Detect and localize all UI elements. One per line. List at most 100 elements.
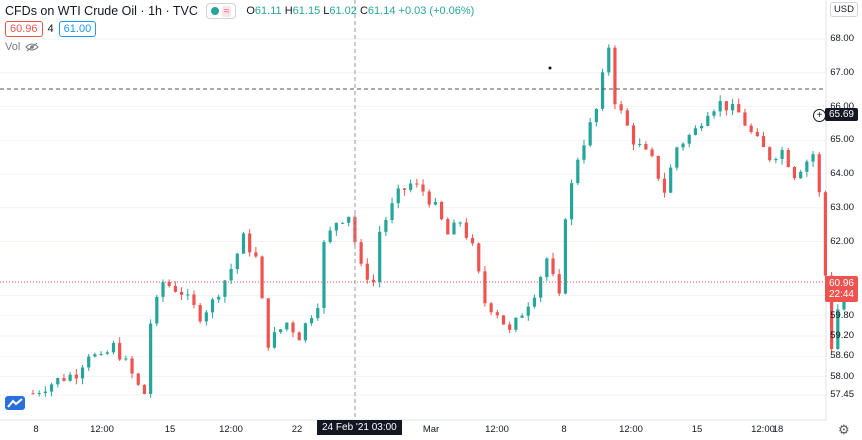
buy-button[interactable]: 61.00: [58, 21, 97, 37]
candle-body: [477, 243, 481, 272]
candle-body: [142, 384, 147, 394]
candle-body: [198, 304, 202, 322]
candle-body: [755, 131, 759, 137]
candle-body: [390, 203, 394, 220]
candle-body: [421, 184, 425, 192]
candle-body: [545, 258, 549, 278]
candle-body: [570, 183, 574, 220]
candle-body: [359, 242, 363, 264]
last-price-value: 60.96: [828, 278, 854, 289]
wave-icon[interactable]: ≈: [221, 5, 232, 17]
tradingview-logo-icon[interactable]: [5, 396, 25, 410]
candle-body: [638, 144, 642, 146]
price-axis-label: 68.00: [830, 33, 854, 44]
candle-body: [87, 356, 91, 368]
candle-body: [241, 233, 246, 254]
time-axis-label: 12:00: [219, 424, 243, 435]
candle-body: [607, 47, 611, 73]
candle-body: [805, 161, 809, 172]
change-value: +0.03 (+0.06%): [398, 5, 475, 17]
last-price-tag: 60.96 22:44: [824, 276, 858, 302]
candle-body: [718, 101, 722, 112]
crosshair-price-tag: 65.69: [824, 108, 858, 121]
symbol-title[interactable]: CFDs on WTI Crude Oil · 1h · TVC: [5, 4, 198, 18]
spread-value: 4: [47, 23, 54, 35]
candle-body: [625, 110, 629, 126]
candlestick-series: [31, 44, 846, 398]
candle-body: [501, 315, 506, 325]
candle-body: [427, 191, 431, 205]
crosshair-time-tag: 24 Feb '21 03:00: [317, 420, 402, 435]
candle-body: [260, 256, 264, 299]
candle-body: [235, 253, 239, 270]
candle-body: [761, 136, 766, 148]
candle-body: [786, 149, 790, 168]
price-axis-label: 63.00: [830, 201, 854, 213]
eye-icon[interactable]: [25, 42, 40, 52]
candle-body: [68, 374, 72, 381]
candle-body: [631, 125, 636, 145]
price-axis-label: 57.45: [830, 389, 854, 401]
candle-body: [706, 115, 710, 126]
price-axis-label: 59.80: [830, 309, 854, 321]
candle-body: [439, 201, 444, 220]
candle-body: [161, 282, 165, 297]
chart-overlays: [0, 0, 826, 420]
candle-body: [669, 167, 673, 193]
sell-button[interactable]: 60.96: [5, 21, 43, 37]
currency-label[interactable]: USD: [829, 2, 858, 17]
time-axis-label: 12:00: [485, 424, 509, 435]
legend-controls[interactable]: ≈: [205, 3, 237, 19]
candle-body: [204, 312, 208, 322]
candle-body: [700, 125, 704, 129]
candle-body: [43, 391, 47, 394]
cursor-dot: [548, 66, 552, 70]
candle-body: [49, 384, 54, 392]
price-axis-label: 59.20: [830, 330, 854, 341]
candle-body: [309, 318, 314, 324]
candle-body: [792, 167, 797, 179]
time-axis-label: Mar: [422, 424, 440, 435]
candle-body: [409, 183, 413, 190]
candle-body: [111, 342, 116, 353]
price-axis-label: 66.00: [830, 100, 854, 112]
candle-body: [780, 149, 784, 159]
price-axis-label: 58.00: [830, 370, 854, 382]
candle-body: [768, 147, 772, 161]
candle-body: [774, 158, 778, 161]
candle-body: [551, 258, 555, 275]
candle-body: [217, 296, 221, 300]
candle-body: [328, 230, 332, 243]
price-axis-label: 64.00: [830, 168, 854, 179]
candle-body: [681, 143, 685, 148]
candle-body: [402, 188, 407, 190]
candle-body: [105, 352, 109, 354]
candle-body: [124, 358, 128, 360]
candle-body: [396, 188, 400, 204]
candle-body: [557, 274, 561, 294]
volume-label: Vol: [5, 41, 21, 53]
candle-body: [693, 128, 698, 135]
high-value: 61.15: [292, 5, 321, 17]
candle-body: [495, 312, 499, 316]
price-axis-label: 62.00: [830, 235, 854, 247]
candle-body: [285, 322, 289, 330]
open-value: 61.11: [254, 5, 282, 17]
candle-body: [532, 297, 537, 307]
candle-body: [582, 145, 586, 160]
candle-body: [675, 147, 679, 168]
candle-body: [93, 354, 97, 357]
candle-body: [303, 323, 307, 341]
candle-body: [594, 108, 598, 123]
candle-body: [539, 277, 543, 298]
candle-body: [483, 271, 487, 304]
candle-body: [458, 222, 462, 224]
candle-body: [514, 317, 518, 330]
time-axis-label: 8: [561, 424, 567, 435]
candle-body: [347, 216, 351, 223]
candle-body: [489, 303, 493, 313]
candle-body: [136, 373, 140, 385]
gear-icon[interactable]: ⚙: [838, 422, 850, 437]
candle-body: [334, 222, 338, 231]
